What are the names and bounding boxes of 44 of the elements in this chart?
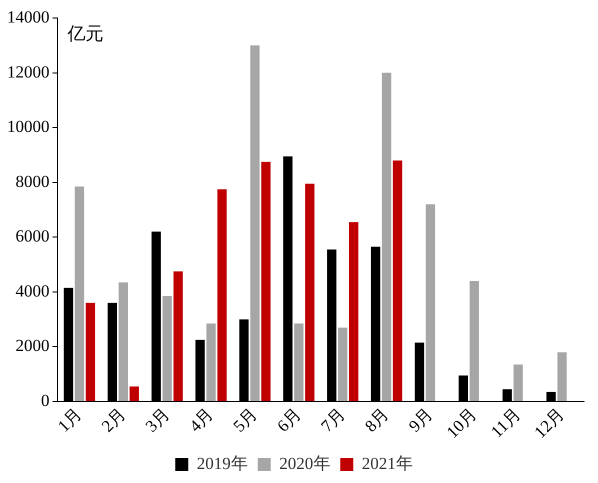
- bar: [294, 323, 304, 402]
- bar: [382, 72, 392, 402]
- bar: [118, 282, 128, 402]
- legend-label: 2020年: [279, 454, 330, 473]
- bar: [130, 386, 139, 402]
- x-tick-label: 8月: [361, 404, 393, 436]
- bar: [514, 364, 523, 402]
- bar: [206, 323, 216, 402]
- bar: [470, 280, 479, 402]
- bar: [173, 271, 183, 402]
- y-tick-label: 4000: [16, 281, 50, 300]
- bar: [261, 162, 271, 402]
- y-axis-title: 亿元: [66, 24, 104, 44]
- y-tick-label: 14000: [7, 7, 50, 26]
- bar: [557, 352, 567, 402]
- bar: [348, 222, 358, 402]
- y-tick-label: 8000: [16, 172, 50, 191]
- x-tick-label: 10月: [442, 404, 480, 442]
- legend-label: 2019年: [196, 454, 248, 473]
- y-tick-label: 0: [41, 391, 50, 410]
- x-tick-label: 7月: [317, 404, 349, 436]
- x-tick-label: 4月: [186, 404, 218, 436]
- x-tick-label: 5月: [229, 404, 261, 436]
- bar: [162, 296, 172, 402]
- x-tick-label: 3月: [142, 404, 174, 436]
- y-tick-label: 12000: [7, 62, 50, 82]
- bar: [86, 302, 96, 402]
- bar: [217, 189, 227, 402]
- bar: [392, 160, 402, 402]
- y-tick-label: 10000: [7, 117, 50, 136]
- x-tick-label: 11月: [487, 404, 524, 442]
- bar: [305, 184, 314, 402]
- y-tick-label: 6000: [16, 226, 50, 246]
- x-tick-label: 12月: [530, 404, 568, 442]
- x-tick-label: 9月: [404, 404, 436, 436]
- bar: [338, 328, 348, 402]
- bar: [426, 204, 436, 402]
- x-tick-label: 1月: [54, 404, 86, 436]
- y-tick-label: 2000: [16, 336, 50, 356]
- x-tick-label: 2月: [98, 404, 130, 436]
- bar: [74, 186, 84, 402]
- bar: [250, 45, 260, 402]
- x-tick-label: 6月: [273, 404, 305, 436]
- legend-label: 2021年: [362, 454, 413, 473]
